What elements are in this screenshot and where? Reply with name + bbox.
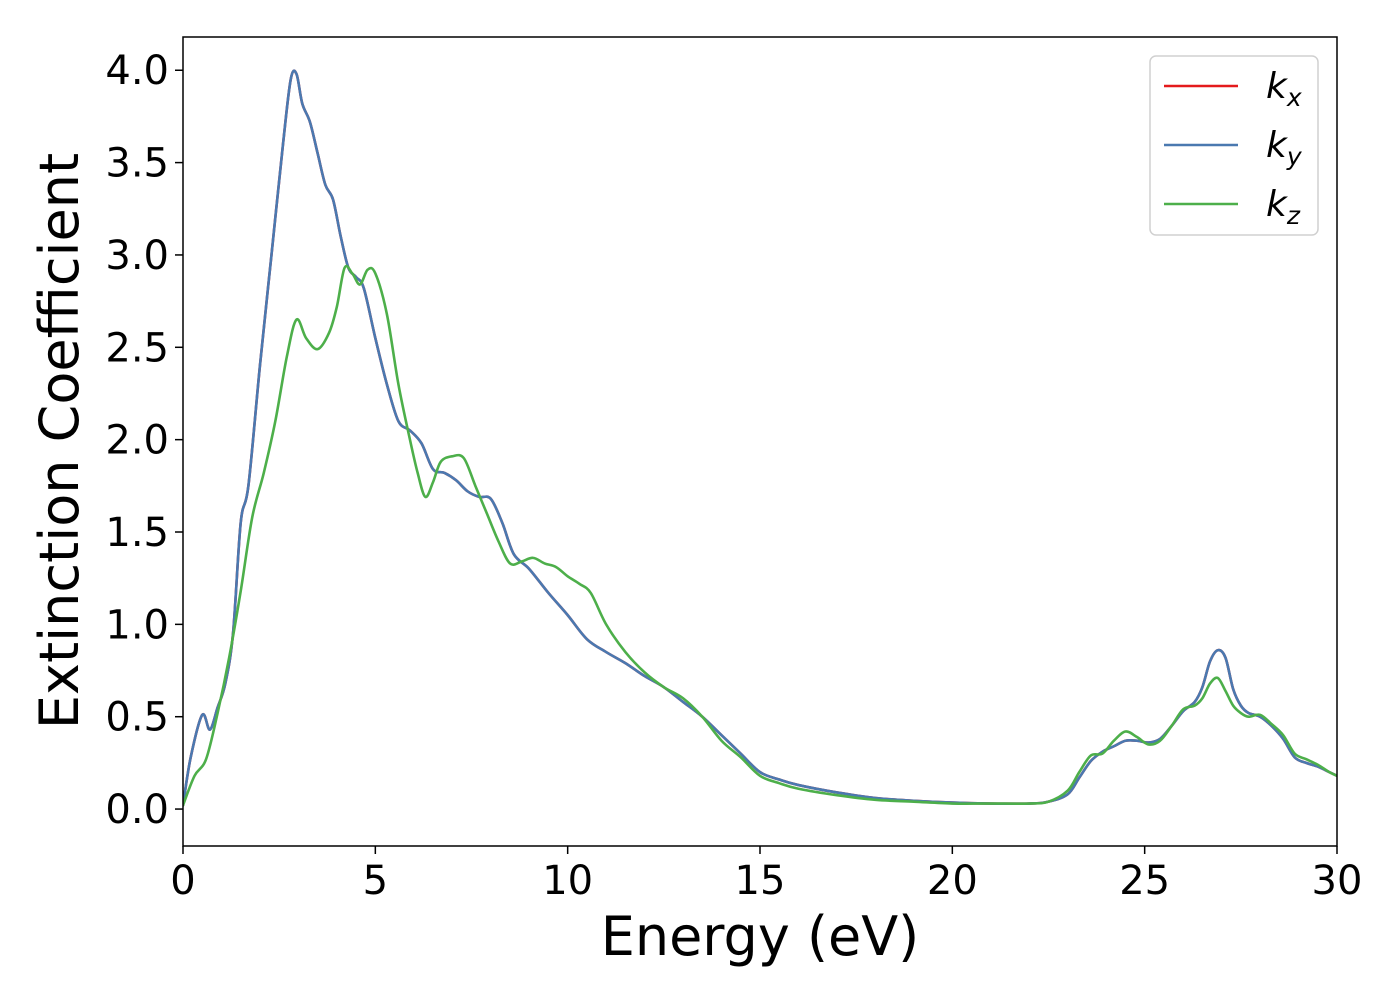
x-axis-ticks: 0 5 10 15 20 25 30 [170, 846, 1362, 904]
y-tick-label: 2.0 [105, 418, 169, 464]
x-tick-label: 5 [363, 858, 388, 904]
y-tick-label: 1.0 [105, 602, 169, 648]
x-tick-label: 25 [1119, 858, 1170, 904]
x-tick-label: 30 [1312, 858, 1363, 904]
x-tick-label: 15 [735, 858, 786, 904]
x-tick-label: 10 [542, 858, 593, 904]
y-tick-label: 4.0 [105, 48, 169, 94]
y-axis-title: Extinction Coefficient [28, 153, 91, 729]
y-tick-label: 2.5 [105, 325, 169, 371]
series-line-y [183, 69, 1337, 807]
series-line-z [183, 264, 1337, 807]
legend: kx ky kz [1149, 55, 1319, 236]
plot-area [182, 36, 1338, 847]
legend-label-y: ky [1266, 125, 1303, 171]
y-tick-label: 3.5 [105, 141, 169, 187]
legend-label-z: kz [1266, 184, 1301, 230]
y-tick-label: 0.5 [105, 695, 169, 741]
legend-label-x: kx [1266, 66, 1302, 112]
series-layer [183, 69, 1337, 807]
y-tick-label: 3.0 [105, 233, 169, 279]
x-tick-label: 20 [927, 858, 978, 904]
x-axis-title: Energy (eV) [601, 905, 920, 968]
x-tick-label: 0 [170, 858, 195, 904]
y-tick-label: 1.5 [105, 510, 169, 556]
y-tick-label: 0.0 [105, 787, 169, 833]
y-axis-ticks: 0.0 0.5 1.0 1.5 2.0 2.5 3.0 3.5 4.0 [105, 48, 183, 833]
